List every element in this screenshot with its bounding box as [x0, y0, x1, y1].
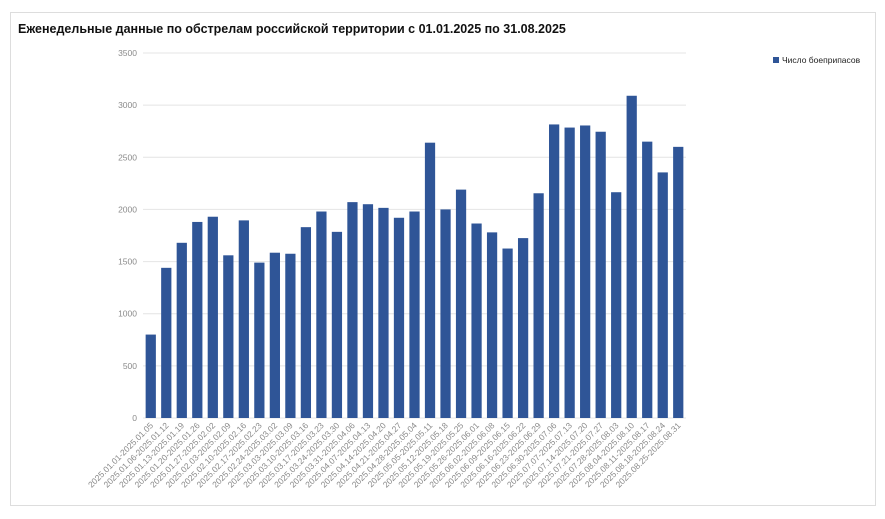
- chart-title: Еженедельные данные по обстрелам российс…: [18, 22, 566, 36]
- bar: [564, 127, 575, 419]
- bar: [316, 211, 327, 418]
- y-tick-label: 3000: [118, 100, 137, 110]
- bar: [424, 142, 436, 418]
- bar: [486, 232, 498, 418]
- bar: [362, 204, 374, 418]
- bar: [517, 238, 529, 418]
- bar: [580, 125, 591, 418]
- bar: [455, 189, 467, 418]
- bar: [533, 193, 544, 418]
- legend-label: Число боеприпасов: [782, 55, 861, 65]
- bar: [471, 223, 482, 418]
- bar: [300, 227, 312, 418]
- y-tick-label: 2500: [118, 152, 137, 162]
- bar: [642, 141, 653, 418]
- bar: [611, 192, 622, 418]
- bar: [409, 211, 420, 418]
- bar: [269, 252, 280, 418]
- bar: [238, 220, 249, 418]
- y-tick-label: 1500: [118, 257, 137, 267]
- bar: [626, 95, 637, 418]
- bar: [161, 267, 172, 418]
- bar: [176, 242, 187, 418]
- bar: [393, 217, 405, 418]
- y-tick-label: 2000: [118, 204, 137, 214]
- bar: [192, 221, 203, 418]
- bars: [145, 95, 684, 419]
- y-tick-label: 0: [132, 413, 137, 423]
- y-tick-label: 3500: [118, 48, 137, 58]
- y-axis-ticks: 0 500 1000 1500 2000 2500 3000 3500: [118, 48, 137, 423]
- bar: [673, 146, 684, 418]
- bar: [223, 255, 234, 418]
- bar: [347, 202, 358, 418]
- bar: [285, 253, 296, 418]
- legend: Число боеприпасов: [773, 55, 860, 65]
- bar: [207, 216, 218, 418]
- x-axis-ticks: 2025.01.01-2025.01.052025.01.06-2025.01.…: [86, 420, 683, 489]
- y-tick-label: 500: [123, 361, 137, 371]
- y-tick-label: 1000: [118, 309, 137, 319]
- bar: [331, 231, 343, 418]
- bar: [549, 124, 560, 418]
- bar: [378, 207, 389, 418]
- bar: [595, 131, 606, 418]
- bar: [502, 248, 513, 418]
- bar: [440, 209, 451, 418]
- legend-swatch: [773, 57, 779, 63]
- bar: [254, 262, 265, 418]
- bar: [145, 334, 156, 418]
- bar: [657, 172, 668, 418]
